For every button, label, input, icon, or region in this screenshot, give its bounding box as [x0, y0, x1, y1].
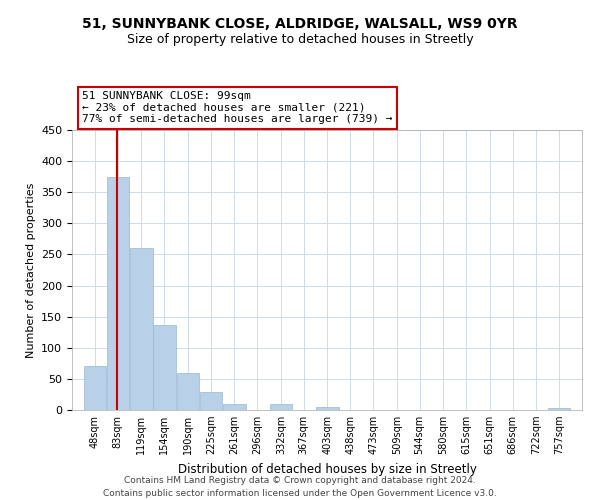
Bar [107, 176, 129, 410]
Bar [130, 248, 152, 410]
Bar [316, 407, 338, 410]
Bar [83, 366, 106, 410]
Bar [269, 404, 292, 410]
Text: Size of property relative to detached houses in Streetly: Size of property relative to detached ho… [127, 32, 473, 46]
Text: Contains HM Land Registry data © Crown copyright and database right 2024.
Contai: Contains HM Land Registry data © Crown c… [103, 476, 497, 498]
Bar [153, 325, 176, 410]
Y-axis label: Number of detached properties: Number of detached properties [26, 182, 35, 358]
Bar [200, 392, 222, 410]
Bar [548, 408, 571, 410]
Bar [176, 372, 199, 410]
Bar [223, 404, 245, 410]
Text: 51 SUNNYBANK CLOSE: 99sqm
← 23% of detached houses are smaller (221)
77% of semi: 51 SUNNYBANK CLOSE: 99sqm ← 23% of detac… [82, 91, 392, 124]
Text: 51, SUNNYBANK CLOSE, ALDRIDGE, WALSALL, WS9 0YR: 51, SUNNYBANK CLOSE, ALDRIDGE, WALSALL, … [82, 18, 518, 32]
X-axis label: Distribution of detached houses by size in Streetly: Distribution of detached houses by size … [178, 462, 476, 475]
